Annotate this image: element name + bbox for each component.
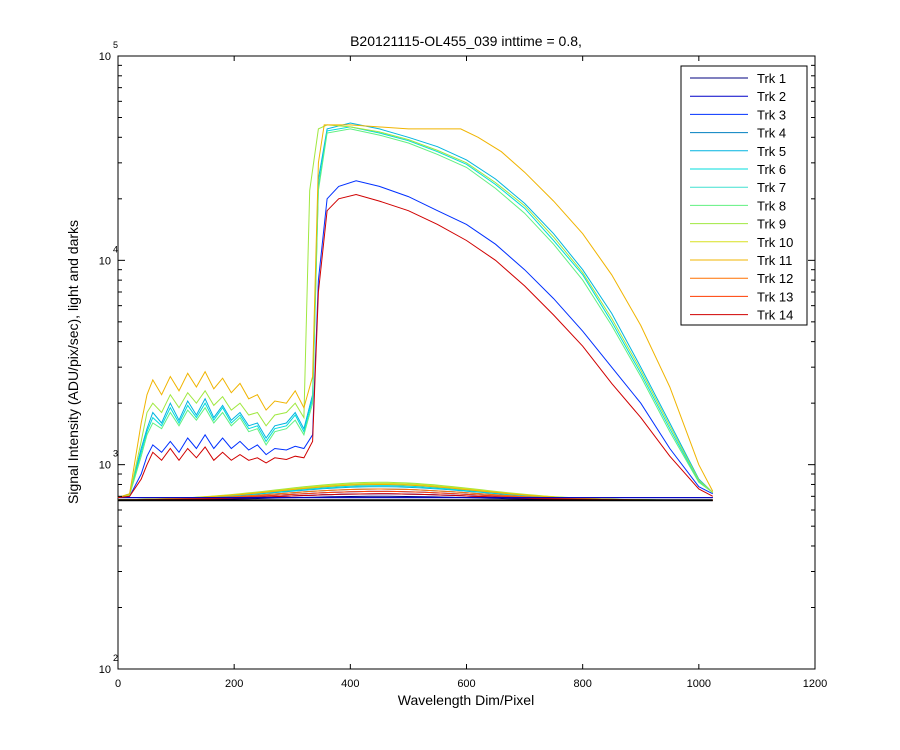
legend-label: Trk 14 [757,308,793,323]
legend-label: Trk 13 [757,289,793,304]
chart-title: B20121115-OL455_039 inttime = 0.8, [350,33,582,49]
y-tick-label: 10 [99,460,111,472]
series-lines [117,122,714,499]
x-tick-label: 1000 [687,678,711,690]
legend-label: Trk 5 [757,144,786,159]
y-tick-label: 10 [99,51,111,63]
legend-label: Trk 2 [757,89,786,104]
y-tick-exponent: 4 [113,244,118,254]
legend-label: Trk 1 [757,71,786,86]
legend-label: Trk 4 [757,126,786,141]
y-tick-label: 10 [99,255,111,267]
x-axis: 0 200 400 600 800 1000 1200 [115,56,827,690]
legend: Trk 1 Trk 2 Trk 3 Trk 4 Trk 5 Trk 6 Trk 7 Trk 8… [680,65,808,326]
series-line [117,128,714,499]
x-tick-label: 200 [225,678,243,690]
y-tick-exponent: 2 [113,653,118,663]
legend-label: Trk 6 [757,162,786,177]
x-tick-label: 0 [115,678,121,690]
y-axis-label: Signal Intensity (ADU/pix/sec), light an… [65,220,81,504]
series-line [117,180,714,499]
legend-label: Trk 11 [757,253,792,268]
x-tick-label: 600 [457,678,475,690]
y-tick-label: 10 [99,664,111,676]
legend-label: Trk 9 [757,217,786,232]
y-tick-exponent: 5 [113,40,118,50]
series-line [117,124,714,499]
dark-lines [117,481,713,502]
y-tick-exponent: 3 [113,449,118,459]
x-tick-label: 800 [573,678,591,690]
legend-label: Trk 12 [757,271,793,286]
series-line [117,124,714,499]
legend-label: Trk 10 [757,235,793,250]
series-line [117,122,714,499]
legend-label: Trk 3 [757,107,786,122]
legend-label: Trk 7 [757,180,786,195]
series-line [117,126,714,499]
x-tick-label: 400 [341,678,359,690]
series-line [117,193,714,499]
x-axis-label: Wavelength Dim/Pixel [398,692,534,708]
x-tick-label: 1200 [803,678,827,690]
legend-box [680,65,808,326]
legend-label: Trk 8 [757,198,786,213]
